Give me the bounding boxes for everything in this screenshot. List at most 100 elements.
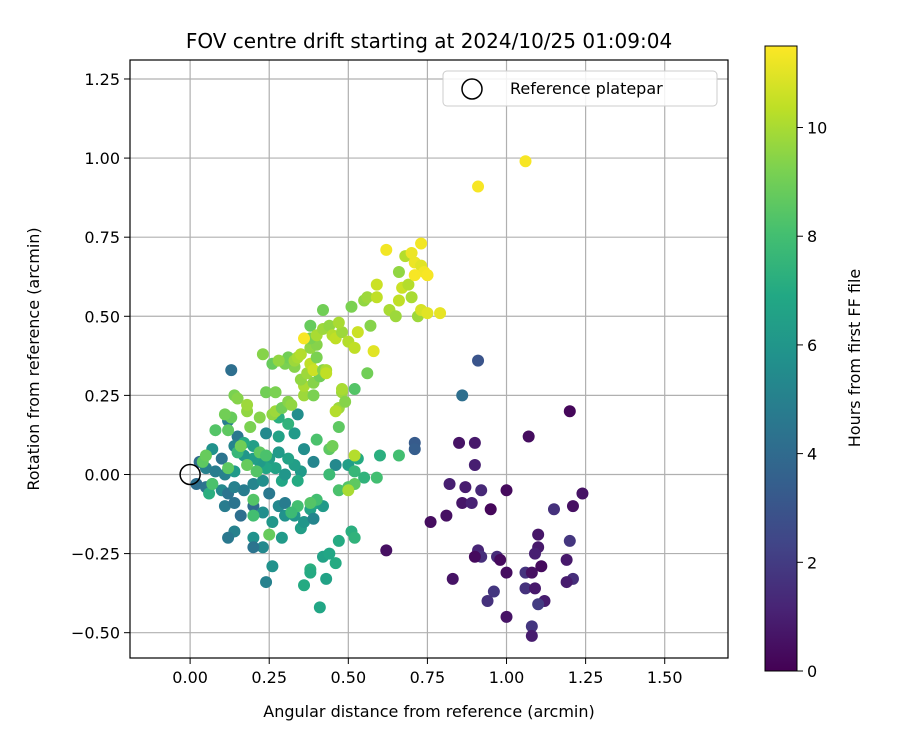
data-point bbox=[456, 496, 469, 509]
data-point bbox=[256, 474, 269, 487]
data-point bbox=[218, 500, 231, 513]
y-tick-label: 1.00 bbox=[84, 149, 120, 168]
data-point bbox=[563, 534, 576, 547]
legend: Reference platepar bbox=[442, 70, 718, 107]
data-point bbox=[528, 547, 541, 560]
data-point bbox=[566, 500, 579, 513]
data-point bbox=[525, 620, 538, 633]
colorbar-ticks: 0 2 4 6 8 10 bbox=[797, 119, 827, 681]
data-point bbox=[525, 566, 538, 579]
x-tick-label: 1.25 bbox=[568, 668, 604, 687]
data-point bbox=[332, 316, 345, 329]
data-point bbox=[329, 458, 342, 471]
data-point bbox=[291, 474, 304, 487]
data-point bbox=[472, 354, 485, 367]
y-tick-label: 0.50 bbox=[84, 307, 120, 326]
data-point bbox=[342, 484, 355, 497]
data-point bbox=[266, 515, 279, 528]
data-point bbox=[228, 481, 241, 494]
legend-box bbox=[442, 70, 718, 107]
data-point bbox=[494, 553, 507, 566]
data-point bbox=[222, 531, 235, 544]
data-point bbox=[190, 477, 203, 490]
data-point bbox=[298, 579, 311, 592]
data-point bbox=[228, 496, 241, 509]
data-point bbox=[260, 427, 273, 440]
y-tick-label: 0.75 bbox=[84, 228, 120, 247]
data-point bbox=[234, 440, 247, 453]
data-point bbox=[203, 487, 216, 500]
colorbar-label: Hours from first FF file bbox=[845, 269, 864, 448]
data-point bbox=[307, 364, 320, 377]
x-axis-label: Angular distance from reference (arcmin) bbox=[263, 702, 594, 721]
x-tick-label: 1.50 bbox=[647, 668, 683, 687]
data-point bbox=[304, 566, 317, 579]
data-points bbox=[190, 155, 589, 642]
data-point bbox=[317, 303, 330, 316]
data-point bbox=[260, 449, 273, 462]
reference-platepar-marker bbox=[179, 463, 201, 486]
data-point bbox=[275, 531, 288, 544]
data-point bbox=[256, 541, 269, 554]
data-point bbox=[247, 509, 260, 522]
colorbar-tick-label: 8 bbox=[807, 227, 817, 246]
data-point bbox=[263, 528, 276, 541]
colorbar-frame bbox=[764, 45, 798, 672]
data-point bbox=[370, 471, 383, 484]
y-axis-ticks: −0.50 −0.25 0.00 0.25 0.50 0.75 1.00 1.25 bbox=[71, 70, 130, 643]
data-point bbox=[380, 243, 393, 256]
data-point bbox=[370, 291, 383, 304]
data-point bbox=[266, 560, 279, 573]
data-point bbox=[310, 433, 323, 446]
data-point bbox=[351, 326, 364, 339]
data-point bbox=[348, 449, 361, 462]
data-point bbox=[364, 319, 377, 332]
data-point bbox=[532, 528, 545, 541]
colorbar-tick-label: 6 bbox=[807, 336, 817, 355]
y-axis-label: Rotation from reference (arcmin) bbox=[24, 227, 43, 490]
data-point bbox=[272, 430, 285, 443]
data-point bbox=[307, 389, 320, 402]
data-point bbox=[339, 395, 352, 408]
data-point bbox=[282, 452, 295, 465]
data-point bbox=[392, 265, 405, 278]
data-point bbox=[332, 421, 345, 434]
data-point bbox=[468, 550, 481, 563]
data-point bbox=[468, 436, 481, 449]
data-point bbox=[519, 582, 532, 595]
data-point bbox=[285, 506, 298, 519]
data-point bbox=[446, 572, 459, 585]
data-point bbox=[313, 601, 326, 614]
data-point bbox=[519, 155, 532, 168]
data-point bbox=[269, 386, 282, 399]
data-point bbox=[421, 269, 434, 282]
data-point bbox=[218, 408, 231, 421]
data-point bbox=[522, 430, 535, 443]
data-point bbox=[535, 560, 548, 573]
data-point bbox=[402, 278, 415, 291]
data-point bbox=[269, 462, 282, 475]
data-point bbox=[250, 465, 263, 478]
data-point bbox=[206, 477, 219, 490]
data-point bbox=[370, 278, 383, 291]
data-point bbox=[456, 389, 469, 402]
data-point bbox=[560, 553, 573, 566]
data-point bbox=[247, 493, 260, 506]
y-tick-label: 1.25 bbox=[84, 70, 120, 89]
data-point bbox=[348, 531, 361, 544]
data-point bbox=[253, 411, 266, 424]
data-point bbox=[500, 484, 513, 497]
data-point bbox=[484, 503, 497, 516]
data-point bbox=[263, 487, 276, 500]
legend-marker-open-circle bbox=[461, 78, 483, 100]
data-point bbox=[323, 547, 336, 560]
data-point bbox=[329, 557, 342, 570]
x-tick-label: 0.75 bbox=[410, 668, 446, 687]
x-tick-label: 0.00 bbox=[172, 668, 208, 687]
chart-title: FOV centre drift starting at 2024/10/25 … bbox=[186, 29, 672, 53]
data-point bbox=[525, 629, 538, 642]
data-point bbox=[256, 506, 269, 519]
data-point bbox=[222, 424, 235, 437]
data-point bbox=[392, 294, 405, 307]
data-point bbox=[348, 341, 361, 354]
